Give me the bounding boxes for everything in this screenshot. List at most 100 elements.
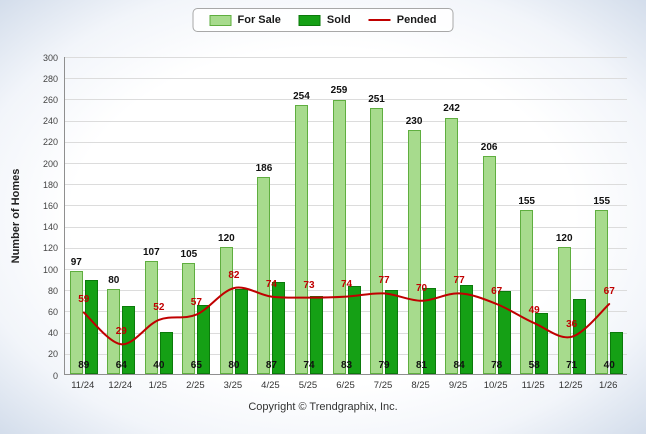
bar-sold — [309, 295, 323, 374]
x-tick-label: 11/25 — [521, 380, 545, 391]
y-tick-label: 40 — [47, 328, 58, 339]
x-tick-label: 4/25 — [261, 380, 280, 391]
bar-sold — [197, 305, 211, 374]
sold-value-label: 58 — [528, 360, 540, 371]
y-tick-label: 240 — [42, 116, 58, 127]
bar-sold — [460, 285, 474, 374]
pended-value-label: 77 — [378, 275, 390, 287]
y-tick-label: 0 — [52, 370, 58, 381]
gridline — [65, 247, 627, 249]
x-tick-label: 1/25 — [148, 380, 168, 391]
sold-value-label: 87 — [265, 360, 277, 371]
y-tick-label: 60 — [47, 306, 58, 317]
sold-value-label: 64 — [115, 360, 127, 371]
y-tick-label: 20 — [47, 349, 58, 360]
bar-for-sale — [69, 271, 83, 374]
x-tick-label: 12/24 — [108, 380, 133, 391]
x-tick-label: 1/26 — [598, 380, 618, 391]
y-tick-label: 120 — [42, 243, 58, 254]
pended-value-label: 82 — [228, 270, 240, 282]
gridline — [65, 332, 627, 334]
legend-item-for-sale: For Sale — [209, 14, 281, 26]
legend-label-for-sale: For Sale — [237, 14, 281, 26]
for-sale-value-label: 259 — [330, 85, 348, 97]
sold-value-label: 40 — [603, 360, 615, 371]
for-sale-value-label: 155 — [593, 195, 611, 207]
for-sale-swatch-icon — [209, 14, 232, 26]
bar-sold — [234, 289, 248, 374]
gridline — [65, 353, 627, 355]
x-tick-label: 11/24 — [71, 380, 95, 391]
x-tick-label: 12/25 — [558, 380, 583, 391]
for-sale-value-label: 242 — [443, 103, 460, 115]
for-sale-value-label: 120 — [218, 232, 235, 244]
bar-sold — [610, 331, 624, 374]
bar-for-sale — [370, 107, 384, 374]
legend-label-sold: Sold — [326, 14, 351, 26]
y-tick-label: 200 — [42, 158, 58, 169]
sold-value-label: 89 — [78, 360, 90, 371]
bar-for-sale — [144, 260, 158, 374]
sold-value-label: 74 — [303, 360, 315, 371]
bar-sold — [122, 306, 136, 374]
for-sale-value-label: 107 — [142, 246, 160, 258]
bar-sold — [497, 291, 511, 374]
y-tick-label: 220 — [42, 137, 58, 148]
gridline — [65, 99, 627, 101]
x-tick-label: 3/25 — [223, 380, 243, 391]
legend-item-sold: Sold — [298, 14, 351, 26]
bar-for-sale — [257, 176, 271, 374]
bar-for-sale — [219, 246, 233, 374]
sold-value-label: 83 — [340, 360, 353, 371]
pended-value-label: 49 — [528, 305, 540, 317]
gridline — [65, 290, 627, 292]
bar-for-sale — [107, 289, 121, 374]
y-tick-label: 80 — [47, 285, 58, 296]
for-sale-value-label: 80 — [108, 275, 120, 287]
bar-for-sale — [482, 155, 496, 374]
pended-line-icon — [368, 19, 391, 21]
gridline — [65, 141, 627, 143]
x-tick-label: 5/25 — [298, 380, 318, 391]
pended-value-label: 74 — [340, 278, 353, 290]
sold-value-label: 40 — [153, 360, 165, 371]
sold-value-label: 80 — [228, 360, 240, 371]
for-sale-value-label: 97 — [70, 257, 82, 269]
bar-for-sale — [407, 130, 421, 374]
bar-for-sale — [182, 262, 196, 374]
y-tick-label: 260 — [42, 94, 58, 105]
pended-value-label: 52 — [153, 301, 165, 313]
gridline — [65, 57, 627, 58]
pended-value-label: 74 — [265, 278, 277, 290]
pended-value-label: 73 — [303, 279, 315, 291]
pended-value-label: 59 — [78, 294, 90, 306]
x-tick-label: 9/25 — [448, 380, 468, 391]
for-sale-value-label: 230 — [405, 116, 423, 128]
plot-area: 97 89 59 80 64 29 107 40 52 105 65 57 120 80 82 186 87 74… — [64, 57, 627, 375]
x-tick-label: 2/25 — [186, 380, 205, 391]
y-tick-label: 300 — [42, 52, 58, 63]
for-sale-value-label: 206 — [480, 141, 498, 153]
pended-value-label: 67 — [603, 285, 615, 297]
for-sale-value-label: 155 — [518, 195, 535, 207]
bar-for-sale — [445, 117, 459, 374]
for-sale-value-label: 251 — [368, 93, 385, 105]
legend: For Sale Sold Pended — [192, 8, 454, 32]
sold-value-label: 65 — [190, 360, 202, 371]
legend-item-pended: Pended — [368, 14, 436, 26]
gridline — [65, 120, 627, 122]
bar-sold — [347, 286, 361, 374]
sold-value-label: 78 — [491, 360, 503, 371]
gridline — [65, 205, 627, 207]
pended-value-label: 29 — [115, 326, 127, 338]
y-tick-label: 180 — [42, 179, 58, 190]
for-sale-value-label: 254 — [293, 90, 310, 102]
pended-value-label: 70 — [416, 282, 428, 294]
y-tick-label: 140 — [42, 222, 58, 233]
pended-value-label: 36 — [566, 318, 578, 330]
sold-value-label: 71 — [566, 360, 578, 371]
gridline — [65, 311, 627, 313]
sold-value-label: 81 — [416, 360, 428, 371]
pended-value-label: 57 — [190, 296, 202, 308]
for-sale-value-label: 120 — [555, 232, 573, 244]
